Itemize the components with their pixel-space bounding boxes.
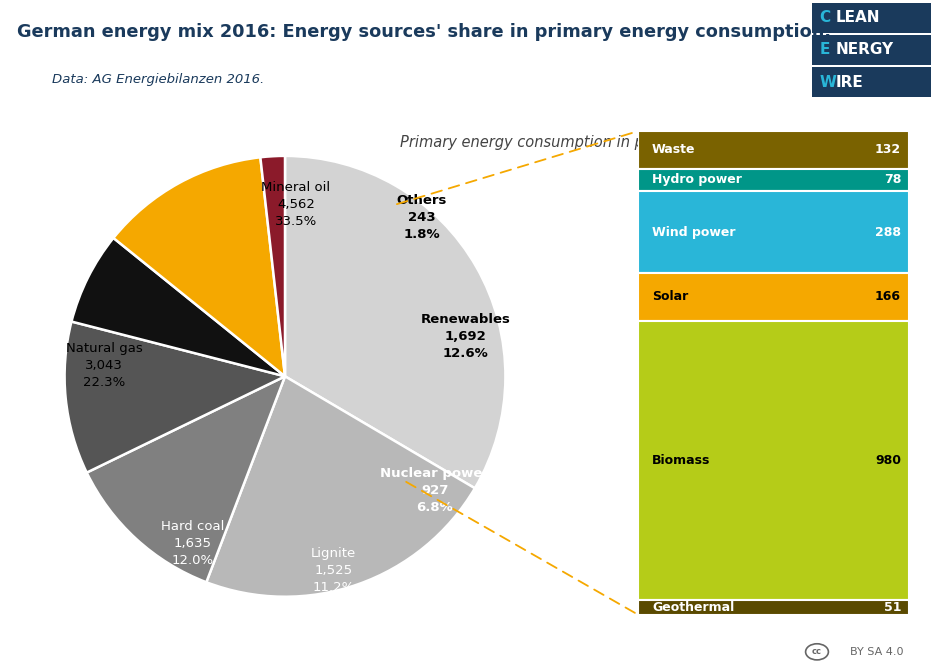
Bar bbox=[812, 3, 931, 32]
Text: IRE: IRE bbox=[836, 75, 864, 90]
Text: 78: 78 bbox=[884, 173, 901, 186]
Wedge shape bbox=[113, 157, 285, 376]
Text: German energy mix 2016: Energy sources' share in primary energy consumption.: German energy mix 2016: Energy sources' … bbox=[17, 23, 831, 41]
Text: Primary energy consumption in petajoules (PJ): Primary energy consumption in petajoules… bbox=[400, 135, 740, 151]
Bar bbox=[812, 67, 931, 97]
Wedge shape bbox=[65, 321, 285, 472]
Bar bbox=[638, 191, 909, 274]
Bar bbox=[638, 274, 909, 321]
Text: C: C bbox=[819, 10, 830, 25]
Text: Lignite
1,525
11.2%: Lignite 1,525 11.2% bbox=[311, 547, 356, 594]
Text: NERGY: NERGY bbox=[836, 42, 894, 57]
Text: Biomass: Biomass bbox=[652, 454, 711, 467]
Wedge shape bbox=[206, 376, 475, 597]
Text: 51: 51 bbox=[884, 601, 901, 614]
Text: 166: 166 bbox=[875, 290, 901, 303]
Text: E: E bbox=[819, 42, 829, 57]
Text: Others
243
1.8%: Others 243 1.8% bbox=[396, 194, 446, 241]
Text: BY SA 4.0: BY SA 4.0 bbox=[850, 647, 903, 657]
Text: LEAN: LEAN bbox=[836, 10, 881, 25]
Text: Nuclear power
927
6.8%: Nuclear power 927 6.8% bbox=[380, 468, 489, 515]
Text: 980: 980 bbox=[875, 454, 901, 467]
Wedge shape bbox=[71, 238, 285, 376]
Wedge shape bbox=[86, 376, 285, 582]
Text: Renewables
1,692
12.6%: Renewables 1,692 12.6% bbox=[421, 313, 511, 360]
Text: Waste: Waste bbox=[652, 143, 695, 157]
Text: 288: 288 bbox=[875, 226, 901, 239]
Bar bbox=[638, 169, 909, 191]
Text: Hard coal
1,635
12.0%: Hard coal 1,635 12.0% bbox=[161, 520, 224, 567]
Wedge shape bbox=[285, 156, 505, 489]
Text: Data: AG Energiebilanzen 2016.: Data: AG Energiebilanzen 2016. bbox=[52, 73, 264, 86]
Bar bbox=[812, 35, 931, 65]
Bar bbox=[638, 131, 909, 169]
Text: cc: cc bbox=[812, 647, 822, 657]
Bar bbox=[638, 321, 909, 600]
Text: Natural gas
3,043
22.3%: Natural gas 3,043 22.3% bbox=[66, 342, 142, 389]
Text: Geothermal: Geothermal bbox=[652, 601, 734, 614]
Bar bbox=[638, 600, 909, 615]
Text: Mineral oil
4,562
33.5%: Mineral oil 4,562 33.5% bbox=[261, 181, 331, 228]
Text: Wind power: Wind power bbox=[652, 226, 735, 239]
Text: Solar: Solar bbox=[652, 290, 688, 303]
Text: 132: 132 bbox=[875, 143, 901, 157]
Wedge shape bbox=[260, 156, 285, 376]
Text: Hydro power: Hydro power bbox=[652, 173, 742, 186]
Text: W: W bbox=[819, 75, 836, 90]
